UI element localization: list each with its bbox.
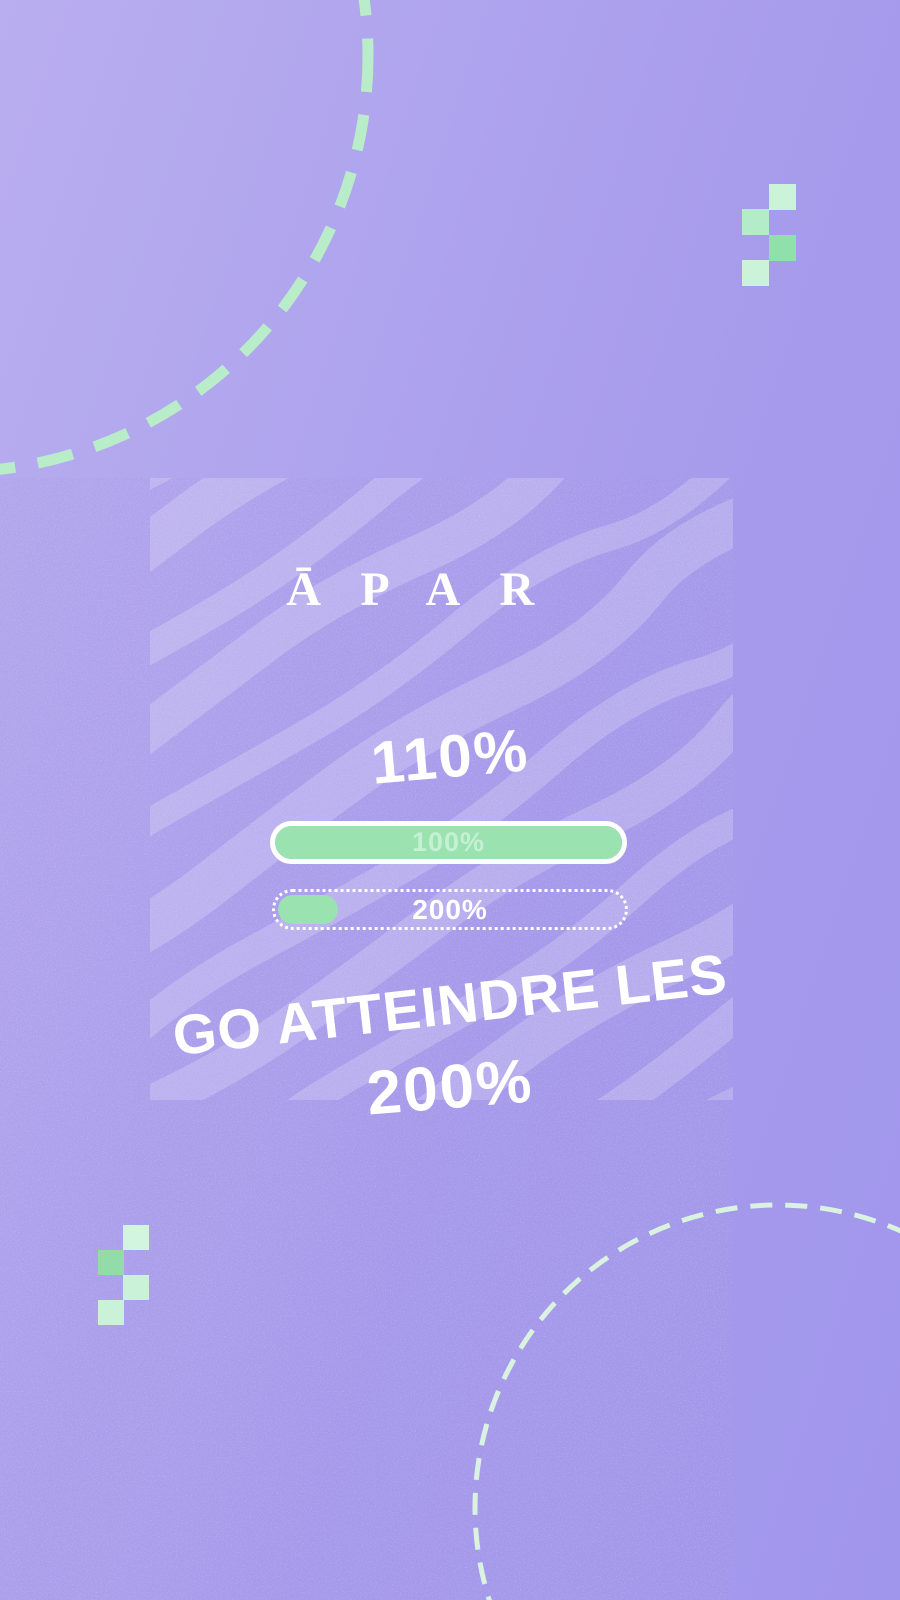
pixel-square [98, 1300, 124, 1325]
pixel-square [769, 184, 796, 210]
grain-texture-region [0, 478, 733, 1600]
progress-bar-200-label: 200% [412, 893, 488, 925]
pixel-square [769, 235, 796, 261]
progress-bar-200-fill [278, 895, 338, 924]
zebra-pattern [150, 478, 733, 1100]
progress-bar-100-label: 100% [411, 827, 486, 857]
progress-bar-100-fill [275, 826, 622, 859]
pixel-square [123, 1225, 149, 1250]
brand-logo: ĀPAR [286, 563, 574, 616]
pixel-squares-top-right [742, 184, 796, 288]
pixel-square [742, 209, 769, 235]
progress-bar-200: 200% [272, 889, 628, 930]
pixel-square [98, 1250, 124, 1275]
pixel-square [123, 1275, 149, 1300]
dashed-circle-top-left [0, 0, 374, 475]
pixel-square [742, 260, 769, 286]
pixel-squares-left [98, 1225, 149, 1326]
progress-bar-100: 100% [270, 821, 627, 864]
